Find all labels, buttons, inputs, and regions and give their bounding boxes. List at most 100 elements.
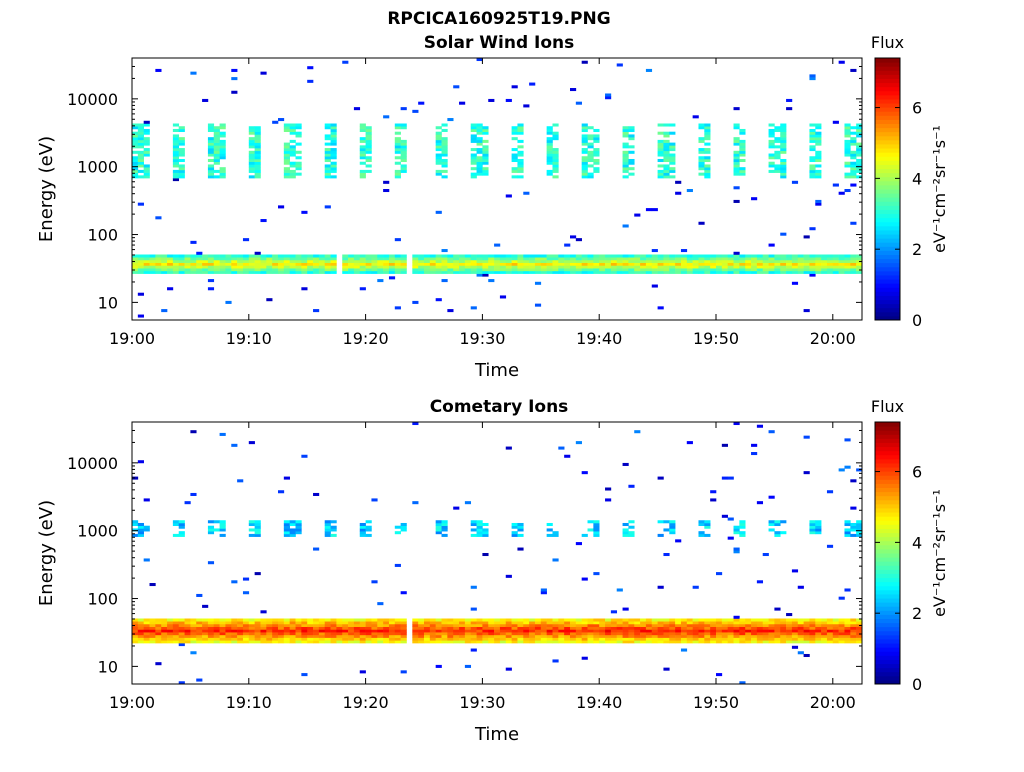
heatmap-cell (856, 145, 863, 149)
heatmap-cell (786, 268, 793, 272)
colorbar-step (875, 98, 900, 104)
heatmap-cell (178, 632, 185, 636)
heatmap-cell (768, 161, 775, 165)
heatmap-cell (435, 172, 442, 176)
heatmap-cell (686, 441, 693, 445)
heatmap-cell (616, 262, 623, 266)
heatmap-cell (610, 626, 618, 630)
heatmap-cell (815, 137, 822, 141)
heatmap-cell (645, 632, 653, 636)
heatmap-cell (213, 131, 220, 135)
heatmap-cell (470, 262, 477, 266)
heatmap-cell (809, 531, 816, 535)
heatmap-cell (278, 270, 285, 274)
heatmap-cell (178, 629, 185, 633)
heatmap-cell (751, 618, 758, 622)
heatmap-cell (482, 167, 489, 171)
heatmap-cell (716, 259, 723, 263)
heatmap-cell (850, 270, 857, 274)
heatmap-cell (815, 531, 822, 535)
x-tick-label: 19:10 (226, 693, 272, 712)
heatmap-cell (231, 640, 238, 644)
heatmap-cell (348, 621, 355, 625)
heatmap-cell (657, 172, 664, 176)
heatmap-cell (564, 262, 571, 266)
heatmap-cell (400, 637, 407, 641)
heatmap-cell (856, 262, 863, 266)
heatmap-cell (745, 265, 752, 269)
heatmap-cell (365, 623, 372, 627)
heatmap-cell (663, 169, 670, 173)
heatmap-cell (313, 309, 320, 313)
heatmap-cell (330, 123, 337, 127)
heatmap-cell (546, 137, 553, 141)
heatmap-cell (844, 637, 851, 641)
heatmap-cell (774, 640, 781, 644)
heatmap-cell (768, 495, 775, 499)
heatmap-cell (622, 128, 629, 132)
heatmap-cell (178, 254, 185, 258)
heatmap-cell (307, 632, 314, 636)
heatmap-cell (791, 254, 799, 258)
heatmap-cell (324, 205, 331, 209)
heatmap-cell (803, 632, 810, 636)
heatmap-cell (242, 626, 250, 630)
heatmap-cell (494, 629, 501, 633)
heatmap-cell (476, 273, 483, 277)
heatmap-cell (680, 262, 688, 266)
heatmap-cell (704, 626, 711, 630)
heatmap-cell (219, 629, 226, 633)
heatmap-cell (342, 623, 349, 627)
heatmap-cell (172, 161, 180, 165)
heatmap-cell (511, 167, 518, 171)
heatmap-cell (721, 270, 728, 274)
heatmap-cell (628, 626, 635, 630)
heatmap-cell (178, 531, 185, 535)
heatmap-cell (832, 637, 839, 641)
heatmap-cell (739, 167, 746, 171)
heatmap-cell (645, 262, 653, 266)
heatmap-cell (172, 618, 180, 622)
heatmap-cell (388, 257, 396, 261)
heatmap-cell (254, 623, 261, 627)
heatmap-cell (838, 265, 845, 269)
heatmap-cell (850, 522, 857, 527)
heatmap-cell (289, 262, 296, 266)
heatmap-cell (786, 618, 793, 622)
heatmap-cell (856, 148, 863, 152)
heatmap-cell (412, 629, 419, 633)
heatmap-cell (353, 634, 361, 638)
heatmap-cell (710, 640, 717, 644)
heatmap-cell (821, 259, 828, 263)
heatmap-cell (499, 268, 507, 272)
heatmap-cell (207, 169, 215, 173)
heatmap-cell (137, 202, 144, 206)
heatmap-cell (266, 268, 273, 272)
heatmap-cell (365, 268, 372, 272)
colorbar-step (875, 193, 900, 198)
heatmap-cell (815, 640, 822, 644)
heatmap-cell (365, 621, 372, 625)
heatmap-cell (575, 238, 582, 242)
heatmap-cell (318, 626, 326, 630)
heatmap-cell (219, 634, 226, 638)
heatmap-cell (453, 270, 460, 274)
heatmap-cell (680, 268, 688, 272)
heatmap-cell (470, 520, 477, 524)
heatmap-cell (762, 618, 769, 622)
heatmap-cell (570, 634, 577, 638)
heatmap-cell (207, 175, 215, 179)
heatmap-cell (692, 262, 699, 266)
heatmap-cell (558, 254, 565, 258)
y-axis-label: Energy (eV) (36, 136, 57, 242)
heatmap-cell (850, 626, 857, 630)
heatmap-cell (739, 169, 746, 173)
heatmap-cell (558, 640, 565, 644)
heatmap-cell (739, 265, 746, 269)
heatmap-cell (727, 640, 734, 644)
heatmap-cell (324, 270, 331, 274)
heatmap-cell (587, 137, 594, 141)
heatmap-cell (552, 123, 559, 127)
heatmap-cell (517, 637, 524, 641)
heatmap-cell (190, 240, 197, 244)
